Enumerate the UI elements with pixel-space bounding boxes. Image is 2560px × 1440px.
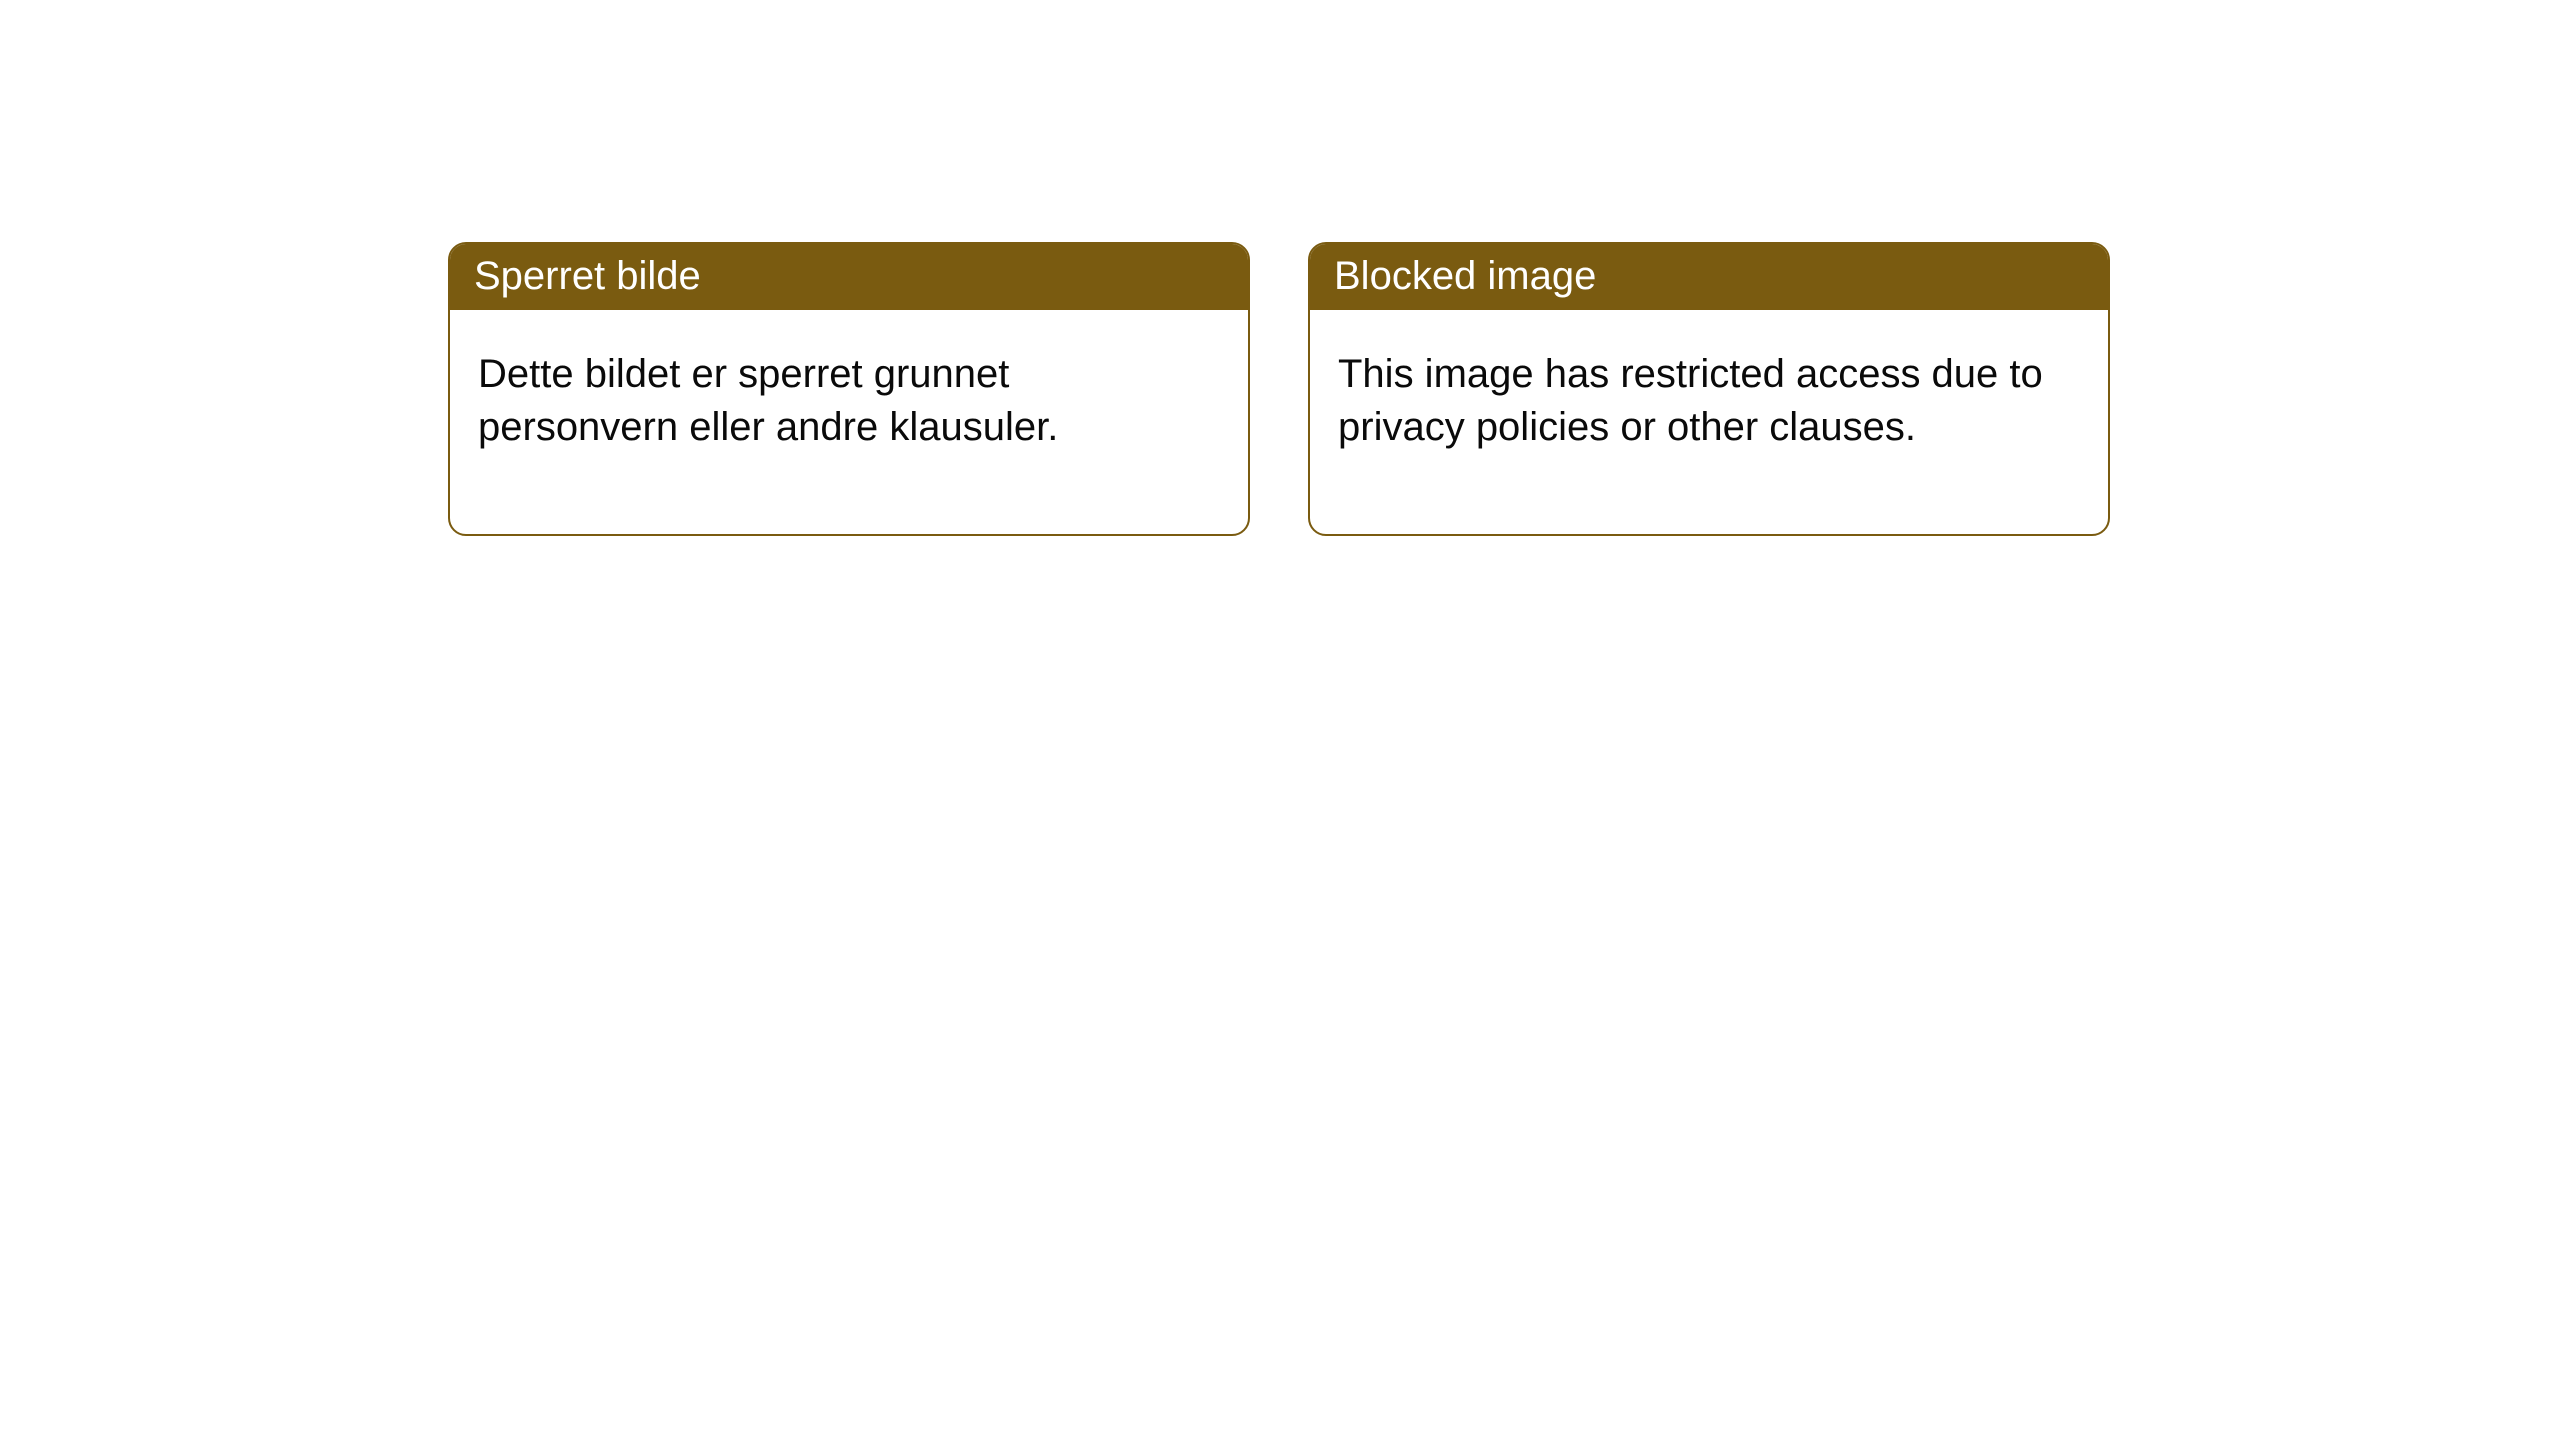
blocked-image-card-en: Blocked image This image has restricted … xyxy=(1308,242,2110,536)
blocked-image-card-no: Sperret bilde Dette bildet er sperret gr… xyxy=(448,242,1250,536)
card-title: Blocked image xyxy=(1334,254,1596,298)
card-message: Dette bildet er sperret grunnet personve… xyxy=(478,352,1058,449)
card-message: This image has restricted access due to … xyxy=(1338,352,2043,449)
card-header-en: Blocked image xyxy=(1310,244,2108,310)
card-body-en: This image has restricted access due to … xyxy=(1310,310,2108,534)
notice-container: Sperret bilde Dette bildet er sperret gr… xyxy=(0,0,2560,536)
card-header-no: Sperret bilde xyxy=(450,244,1248,310)
card-body-no: Dette bildet er sperret grunnet personve… xyxy=(450,310,1248,534)
card-title: Sperret bilde xyxy=(474,254,701,298)
